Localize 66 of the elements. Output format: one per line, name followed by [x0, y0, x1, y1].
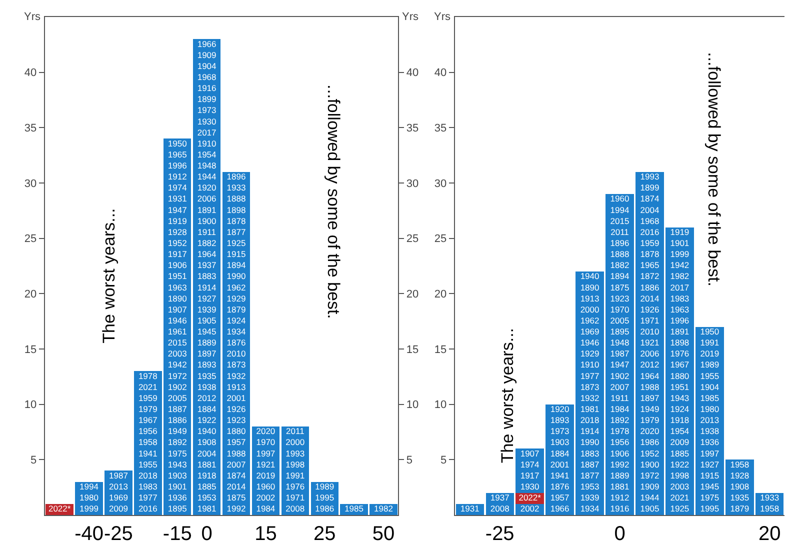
y-tick-label: 20: [24, 288, 37, 301]
y-tick-label: 25: [24, 233, 37, 246]
annotation: 2022*: [48, 504, 72, 514]
y-axis-title: Yrs: [24, 11, 41, 23]
y2-tick-label: 25: [406, 233, 419, 246]
y2-axis-title: Yrs: [402, 11, 419, 23]
x-tick-label: -15: [162, 523, 192, 545]
y-tick-label: 5: [30, 454, 37, 467]
text: 1960 1994 2015 2011 1896 1888 1882 1894 1875 1923 1970 2005 1895 1948 1987 1947 1902 2007 1911 1984 1892 1978 1956 1906 1992 1889 1881 1912 1916: [610, 194, 630, 514]
annotation: 1994 1980 1999: [80, 481, 99, 514]
y-tick-label: 5: [440, 454, 447, 467]
text: 1940 1890 1913 2000 1962 1969 1946 1929 1910 1977 1873 1932 1981 2018 1914 1990 1883 1887 1877 1953 1939 1934: [580, 271, 600, 514]
y-tick-label: 15: [434, 344, 447, 356]
annotation: The worst years...: [498, 328, 518, 464]
annotation: 1907 1974 1917 1930: [520, 448, 540, 492]
y-tick-label: 35: [24, 122, 37, 135]
annotation: 1958 1928 1908 1935 1879: [730, 459, 750, 514]
y-tick-label: 15: [24, 344, 37, 356]
x-tick-label: -25: [485, 523, 514, 545]
annotation: 1931: [460, 504, 480, 514]
x-tick-label: -40: [74, 523, 104, 545]
annotation: 1937 2008: [490, 492, 510, 514]
text: 1966 1909 1904 1968 1916 1899 1973 1930 2017 1910 1954 1948 1944 1920 2006 1891 1900 1911 1882 1964 1937 1883 1914 1927 1939 1905 1945 1889 1897 1893 1935 1938 2012 1884 1922 1940 1908 2004 1881 1918 1885 1953 1981: [197, 38, 216, 514]
annotation: 1982: [374, 504, 394, 514]
annotation: 2011 2000 1993 1998 1991 1976 1971 2008: [286, 426, 305, 514]
text: 1920 1893 1973 1903 1884 2001 1941 1876 1957 1966: [550, 404, 570, 514]
annotation: 2002: [520, 504, 540, 514]
annotation: 2020 1970 1997 1921 2019 1960 2002 1984: [256, 426, 276, 514]
x-tick-label: 50: [372, 523, 395, 545]
text: 1978 2021 1959 1979 1967 1956 1958 1941 1955 2018 1983 1977 2016: [138, 370, 158, 514]
annotation: 1987 2013 1969 2009: [109, 470, 128, 514]
annotation: ...followed by some of the best.: [704, 52, 724, 286]
text: 1993 1899 1874 2004 1968 2016 1959 1878 1965 1872 1886 2014 1926 1971 2010 1921 2006 2012 1964 1988 1897 1949 1979 2020 1986 1952 1900 1972 1909 1944 1905: [640, 172, 660, 514]
x-tick-label: 15: [254, 523, 277, 545]
annotation: The worst years...: [99, 208, 118, 344]
y2-tick-label: 40: [406, 67, 419, 80]
text: 1950 1965 1996 1912 1974 1931 1947 1919 1928 1952 1917 1906 1951 1963 1890 1907 1946 1961 2015 2003 1942 1972 1902 2005 1887 1886 1949 1892 1975 1943 1903 1901 1936 1895: [168, 138, 187, 514]
y2-tick-label: 35: [406, 122, 419, 135]
text: 1950 1991 2019 1989 1955 1904 1985 1980 2013 1938 1936 1997 1927 1915 1945 1975 1995: [700, 326, 720, 514]
y2-tick-label: 10: [406, 399, 419, 412]
y-tick-label: 25: [434, 233, 447, 246]
x-tick-label: -25: [104, 523, 133, 545]
y-tick-label: 10: [24, 399, 37, 412]
y-axis-title: Yrs: [434, 11, 451, 23]
text: 1896 1933 1888 1898 1878 1877 1925 1915 1894 1990 1962 1929 1879 1924 1934 1876 2010 1873 1932 1913 2001 1926 1923 1880 1957 1988 2007 1874 2014 1875 1992: [226, 172, 246, 514]
x-tick-label: 0: [614, 523, 626, 545]
x-tick-label: 0: [201, 523, 212, 545]
y-tick-label: 20: [434, 288, 447, 301]
annotation: ...followed by some of the best.: [324, 84, 343, 319]
annotation: 1989 1995 1986: [315, 481, 334, 514]
x-tick-label: 25: [313, 523, 336, 545]
y2-tick-label: 15: [406, 344, 419, 356]
annotation: 1933 1958: [760, 492, 780, 514]
y-tick-label: 40: [24, 67, 37, 80]
y2-tick-label: 5: [406, 454, 413, 467]
y-tick-label: 30: [434, 178, 447, 190]
annotation: 1985: [344, 504, 364, 514]
annotation: 2022*: [518, 492, 542, 503]
y-tick-label: 40: [434, 67, 447, 80]
y2-tick-label: 20: [406, 288, 419, 301]
y-tick-label: 30: [24, 178, 37, 190]
x-tick-label: 20: [758, 523, 781, 545]
text: 1919 1901 1999 1942 1982 2017 1983 1963 1996 1891 1898 1976 1967 1880 1951 1943 1924 1918 1954 2009 1885 1922 1998 2003 2021 1925: [670, 226, 690, 514]
y2-tick-label: 30: [406, 178, 419, 190]
y-tick-label: 10: [434, 399, 447, 412]
y-tick-label: 35: [434, 122, 447, 135]
